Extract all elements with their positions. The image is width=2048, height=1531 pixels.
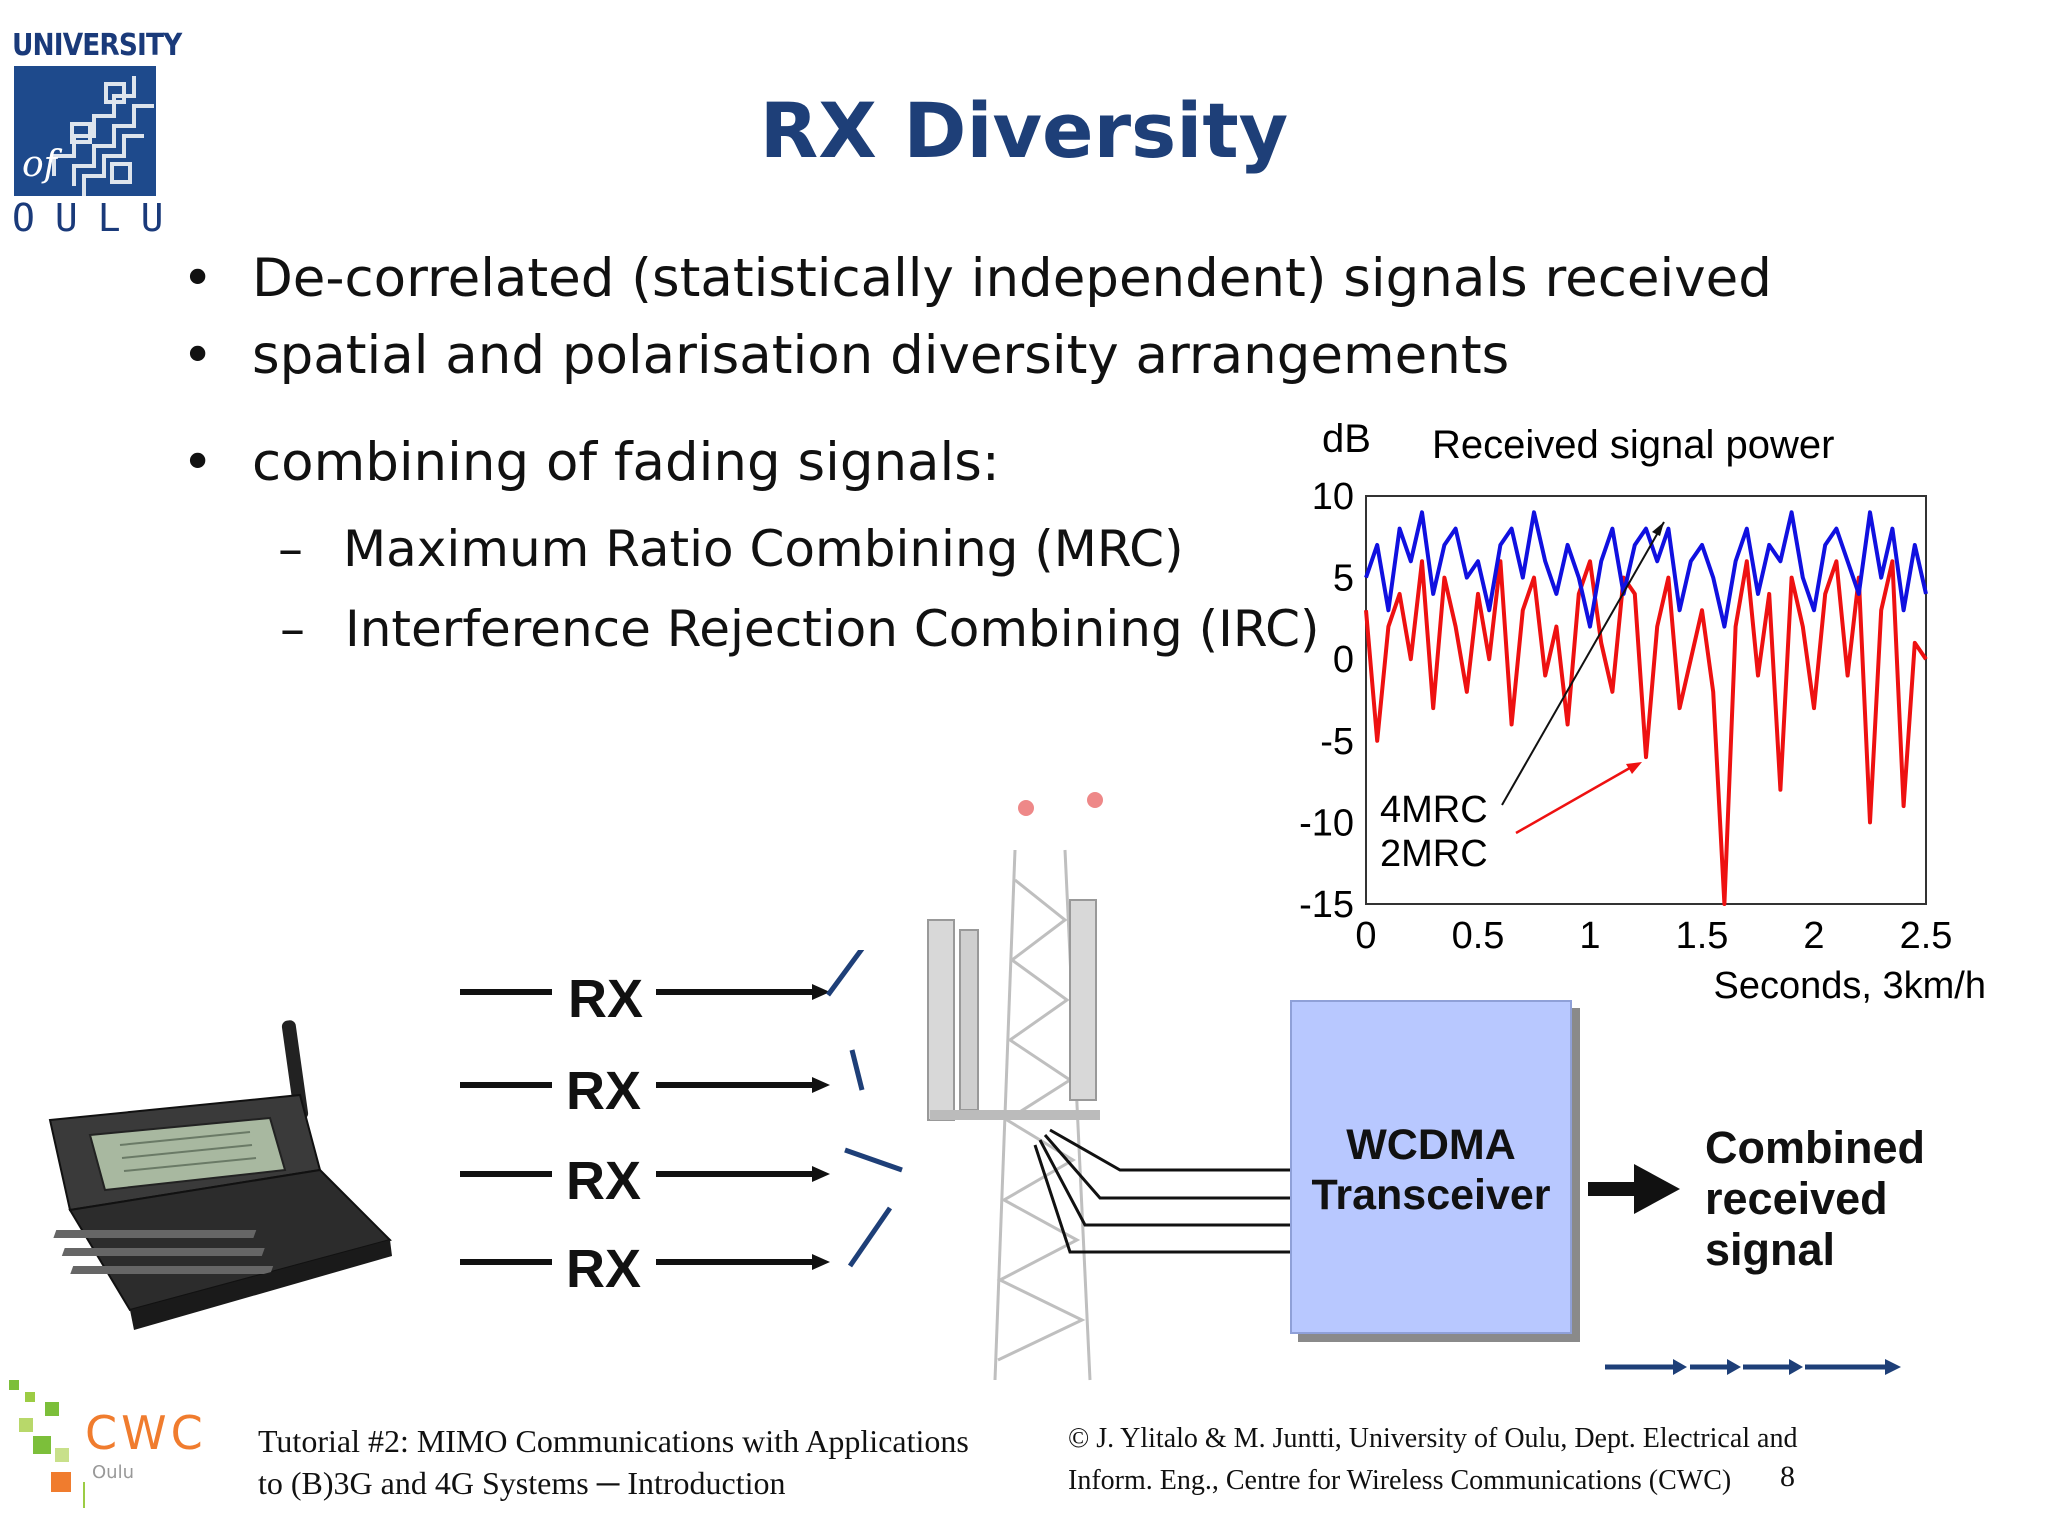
y-tick-label: 5 <box>1333 558 1354 600</box>
series-line-2mrc <box>1364 559 1928 906</box>
y-tick-label: -10 <box>1299 802 1354 844</box>
output-arrow-icon <box>1588 1164 1680 1214</box>
university-of-oulu-logo: UNIVERSITY of OULU <box>12 28 182 240</box>
transceiver-line-1: WCDMA <box>1346 1121 1516 1169</box>
logo-oulu-text: OULU <box>12 196 184 240</box>
arrow-head-icon <box>1652 522 1664 536</box>
base-station-tower-image <box>927 792 1103 1381</box>
bullet-text: combining of fading signals: <box>252 432 1000 493</box>
y-tick-label: -5 <box>1320 721 1354 763</box>
rx-branch-lines <box>460 950 903 1270</box>
combined-line-1: Combined <box>1705 1122 1925 1173</box>
x-tick-labels: 0 0.5 1 1.5 2 2.5 <box>1355 915 1952 957</box>
arrow-head-icon <box>1626 762 1642 774</box>
slide-title: RX Diversity <box>759 86 1289 175</box>
sub-bullet-text: Interference Rejection Combining (IRC) <box>345 600 1320 658</box>
footer-copyright-text: © J. Ylitalo & M. Juntti, University of … <box>1068 1418 1797 1502</box>
cwc-logo: CWC Oulu <box>5 1378 215 1508</box>
footer-left-line-2: to (B)3G and 4G Systems ─ Introduction <box>258 1465 786 1501</box>
footer-right-line-2: Inform. Eng., Centre for Wireless Commun… <box>1068 1465 1732 1496</box>
bullet-item: • spatial and polarisation diversity arr… <box>182 325 1510 386</box>
y-tick-label: -15 <box>1299 884 1354 926</box>
bullet-dot: • <box>182 432 214 493</box>
sub-bullet-item: – Interference Rejection Combining (IRC) <box>280 600 1320 658</box>
sub-bullet-dash: – <box>278 520 303 578</box>
sub-bullet-item: – Maximum Ratio Combining (MRC) <box>278 520 1184 578</box>
bullet-text: spatial and polarisation diversity arran… <box>252 325 1510 386</box>
logo-university-text: UNIVERSITY <box>12 28 182 63</box>
x-tick-label: 0.5 <box>1452 915 1505 957</box>
transceiver-line-2: Transceiver <box>1311 1171 1551 1219</box>
cwc-logo-subtext: Oulu <box>92 1462 134 1483</box>
bullet-item: • De-correlated (statistically independe… <box>182 248 1772 309</box>
cwc-squares-icon <box>9 1380 109 1508</box>
rx-label: RX <box>566 1239 642 1299</box>
logo-of-text: of <box>22 144 57 185</box>
x-tick-label: 2.5 <box>1900 915 1953 957</box>
series-line-4mrc <box>1364 510 1928 629</box>
footer-tutorial-text: Tutorial #2: MIMO Communications with Ap… <box>258 1420 969 1504</box>
rx-label: RX <box>566 1151 642 1211</box>
bullet-item: • combining of fading signals: <box>182 432 1000 493</box>
x-tick-label: 2 <box>1803 915 1824 957</box>
annotation-4mrc: 4MRC <box>1380 789 1488 831</box>
x-tick-label: 1.5 <box>1676 915 1729 957</box>
annotation-arrow-2mrc <box>1515 763 1636 835</box>
combined-line-3: signal <box>1705 1224 1836 1275</box>
page-number: 8 <box>1780 1460 1795 1493</box>
y-tick-label: 0 <box>1333 639 1354 681</box>
y-tick-labels: 10 5 0 -5 -10 -15 <box>1299 476 1354 926</box>
combined-line-2: received <box>1705 1173 1888 1224</box>
y-tick-label: 10 <box>1312 476 1354 518</box>
footer-left-line-1: Tutorial #2: MIMO Communications with Ap… <box>258 1423 969 1459</box>
annotation-arrow-4mrc <box>1501 521 1665 806</box>
sub-bullet-dash: – <box>280 600 305 658</box>
logo-pattern-icon <box>52 76 154 196</box>
logo-emblem: of <box>14 66 156 196</box>
antenna-feed-lines <box>1033 1128 1292 1254</box>
rx-label: RX <box>566 1061 642 1121</box>
chart-title: Received signal power <box>1432 423 1834 467</box>
bullet-dot: • <box>182 248 214 309</box>
rx-label: RX <box>568 969 644 1029</box>
annotation-2mrc: 2MRC <box>1380 833 1488 875</box>
decorative-arrows <box>1605 1359 1901 1375</box>
series-lines <box>1364 510 1928 906</box>
bullet-text: De-correlated (statistically independent… <box>252 248 1772 309</box>
cwc-logo-text: CWC <box>85 1406 207 1460</box>
sub-bullet-text: Maximum Ratio Combining (MRC) <box>343 520 1184 578</box>
transceiver-label: WCDMA Transceiver <box>1292 1120 1570 1220</box>
chart-xlabel: Seconds, 3km/h <box>1714 965 1986 1007</box>
nokia-communicator-phone-image <box>48 1020 392 1330</box>
footer-right-line-1: © J. Ylitalo & M. Juntti, University of … <box>1068 1423 1798 1454</box>
wcdma-transceiver-box: WCDMA Transceiver <box>1290 1000 1572 1334</box>
plot-frame <box>1365 495 1927 905</box>
bullet-dot: • <box>182 325 214 386</box>
chart-ylabel: dB <box>1322 417 1371 461</box>
x-tick-label: 0 <box>1355 915 1376 957</box>
combined-signal-label: Combined received signal <box>1705 1122 1925 1275</box>
x-tick-label: 1 <box>1579 915 1600 957</box>
